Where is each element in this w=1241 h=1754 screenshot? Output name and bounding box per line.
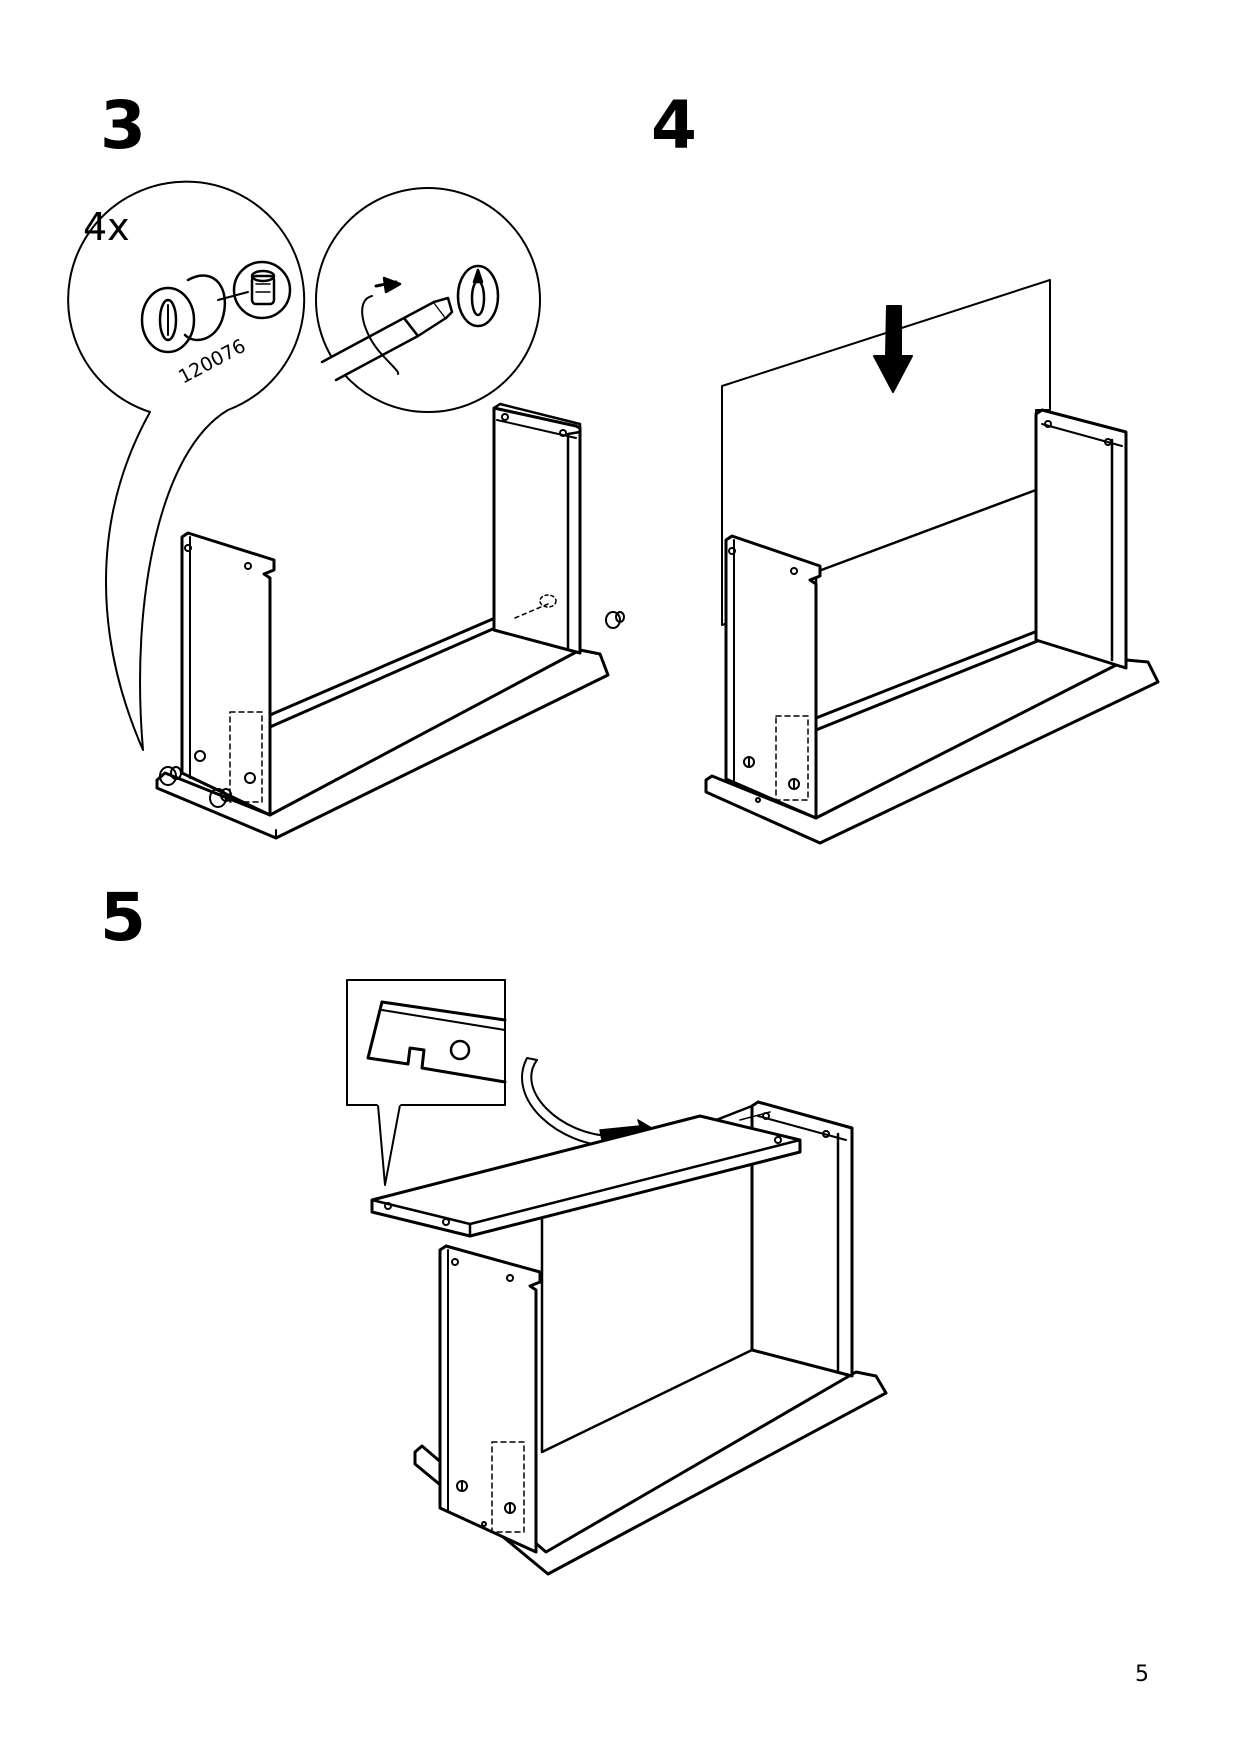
step4-illustration — [704, 279, 1160, 845]
shelf-panel — [370, 1114, 802, 1238]
cam-fitting-icon — [159, 611, 625, 808]
rear-rail — [268, 616, 497, 729]
step-number-4: 4 — [651, 87, 697, 164]
step-number-3: 3 — [100, 87, 146, 164]
right-side-panel — [750, 1100, 854, 1378]
cam-lock-icon — [456, 1480, 516, 1514]
base-plinth — [155, 648, 610, 840]
step-number-5: 5 — [100, 879, 146, 956]
callout-circle-cam-lock — [67, 180, 306, 751]
cam-lock-icon — [743, 756, 800, 790]
step3-illustration: 120076 — [67, 180, 625, 840]
page-number: 5 — [1135, 1662, 1149, 1687]
left-side-panel — [724, 534, 822, 820]
shelf-notch-detail — [366, 1000, 507, 1084]
arrow-down-icon — [873, 305, 913, 393]
right-side-panel — [1034, 408, 1128, 670]
screwdriver-icon — [320, 264, 500, 382]
right-side-panel — [492, 406, 582, 655]
callout-circle-screwdriver — [315, 187, 541, 413]
step5-illustration — [346, 979, 888, 1576]
left-side-panel — [438, 1244, 542, 1554]
cam-lock-icon — [140, 260, 292, 354]
quantity-label: 4x — [83, 205, 130, 249]
insert-arrow — [521, 1057, 613, 1147]
left-side-panel — [180, 531, 276, 817]
base-plinth — [704, 658, 1160, 845]
